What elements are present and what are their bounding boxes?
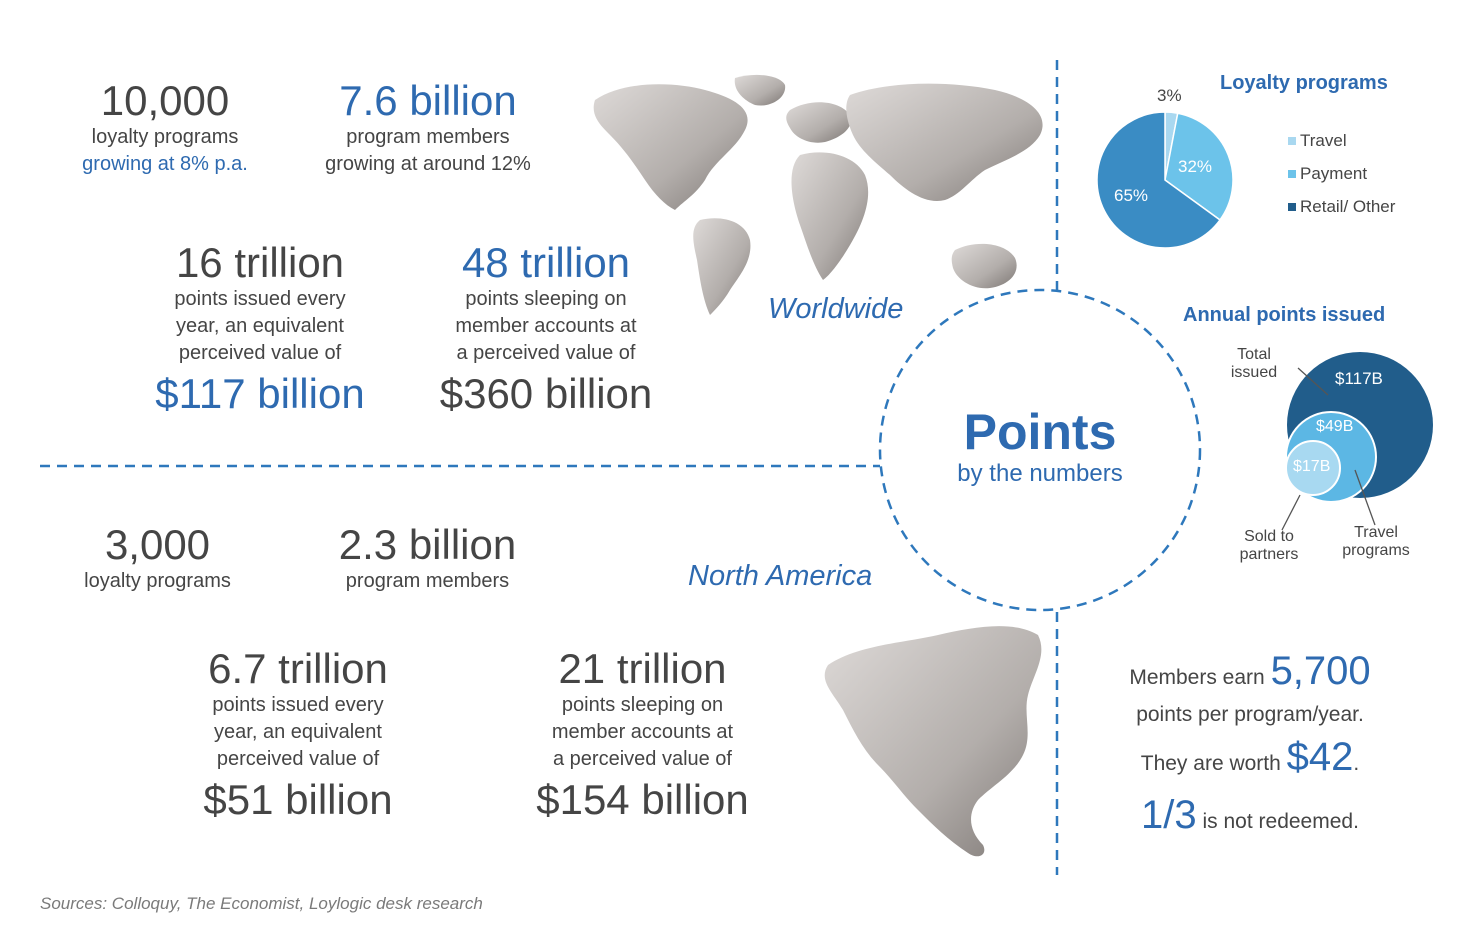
center-title: Points [963,404,1117,460]
callout-line-total [1297,367,1329,396]
earn-suffix: points per program/year. [1136,703,1364,726]
bubble-label-total: $117B [1335,369,1383,388]
pie-slice-retail-other [1096,111,1222,249]
worth-prefix: They are worth [1140,752,1281,775]
loyalty-pie-title: Loyalty programs [1220,72,1388,94]
stat-ww-points-issued: 16 trillion points issued every year, an… [130,240,390,417]
callout-travel: Travel programs [1336,524,1416,560]
pie-legend: Travel Payment Retail/ Other [1288,131,1395,217]
stat-ww-points-sleeping: 48 trillion points sleeping on member ac… [416,240,676,417]
stat-desc: growing at around 12% [325,153,531,175]
stat-value: 16 trillion [175,239,345,286]
callout-line: Sold to [1244,528,1294,545]
legend-swatch [1288,203,1296,211]
stat-desc: perceived value of [216,748,380,770]
stat-desc: member accounts at [551,721,734,743]
stat-na-members: 2.3 billion program members [300,522,555,595]
stat-extra: $154 billion [536,776,749,823]
stat-extra: $117 billion [155,370,365,417]
stat-desc: points sleeping on [465,288,627,310]
stat-desc: growing at 8% p.a. [82,153,248,175]
earn-prefix: Members earn [1129,666,1265,689]
sources-note: Sources: Colloquy, The Economist, Loylog… [40,894,483,913]
center-subtitle: by the numbers [957,460,1123,487]
pie-slice-payment [1164,112,1234,222]
callout-total: Total issued [1222,346,1286,382]
stat-desc: points issued every [212,694,384,716]
legend-item-payment: Payment [1288,164,1395,184]
members-earn-line: Members earn 5,700 [1085,648,1415,701]
stat-value: 3,000 [104,521,211,568]
center-title-block: Points by the numbers [900,405,1180,489]
stat-desc: perceived value of [178,342,342,364]
legend-item-retail: Retail/ Other [1288,197,1395,217]
stat-desc: loyalty programs [91,126,239,148]
legend-label: Retail/ Other [1300,197,1396,216]
stat-value: 10,000 [100,77,230,124]
stat-extra: $51 billion [203,776,393,823]
stat-desc: member accounts at [455,315,637,337]
stat-desc: loyalty programs [84,570,231,592]
stat-desc: a perceived value of [552,748,732,770]
callout-line: Travel [1354,524,1398,541]
callout-line-travel [1354,469,1376,526]
stat-desc: year, an equivalent [214,721,382,743]
region-label-worldwide: Worldwide [768,293,904,325]
center-circle [878,288,1202,612]
callout-line: issued [1230,364,1278,381]
legend-label: Payment [1300,164,1368,183]
unredeemed-suffix: is not redeemed. [1202,810,1359,833]
stat-na-points-sleeping: 21 trillion points sleeping on member ac… [510,646,775,823]
bubble-label-partners: $17B [1293,458,1331,475]
callout-line: partners [1239,546,1299,563]
pie-label-travel: 3% [1157,86,1182,105]
members-worth-line: They are worth $42. [1085,729,1415,792]
annual-points-title: Annual points issued [1183,304,1386,326]
callout-line-sold [1281,494,1301,531]
stat-desc: program members [346,126,510,148]
stat-value: 48 trillion [461,239,631,286]
stat-desc: points issued every [174,288,346,310]
callout-line: programs [1342,542,1410,559]
legend-swatch [1288,170,1296,178]
stat-na-points-issued: 6.7 trillion points issued every year, a… [168,646,428,823]
loyalty-pie-chart [1096,111,1234,249]
stat-na-programs: 3,000 loyalty programs [50,522,265,595]
pie-label-retail: 65% [1114,186,1149,205]
stat-ww-programs: 10,000 loyalty programs growing at 8% p.… [50,78,280,178]
stat-value: 2.3 billion [338,521,517,568]
north-america-map-icon [824,626,1042,857]
stat-value: 21 trillion [558,645,727,692]
region-label-north-america: North America [688,560,873,592]
earn-value: 5,700 [1270,649,1371,693]
worth-value: $42 [1286,735,1354,779]
stat-desc: a perceived value of [456,342,636,364]
stat-desc: program members [345,570,510,592]
legend-label: Travel [1300,131,1347,150]
stat-value: 6.7 trillion [208,645,388,692]
unredeemed-value: 1/3 [1141,793,1197,837]
stat-desc: year, an equivalent [176,315,344,337]
bubble-partners [1285,440,1341,496]
stat-value: 7.6 billion [339,77,517,124]
stat-desc: points sleeping on [561,694,724,716]
bubble-label-travel: $49B [1316,418,1354,435]
stat-extra: $360 billion [439,370,653,417]
legend-item-travel: Travel [1288,131,1395,151]
worth-suffix: . [1353,752,1360,775]
pie-label-payment: 32% [1178,157,1213,176]
stat-ww-members: 7.6 billion program members growing at a… [298,78,558,178]
annual-points-bubbles [1281,352,1433,531]
callout-line: Total [1237,346,1271,363]
members-unredeemed-line: 1/3 is not redeemed. [1085,792,1415,845]
legend-swatch [1288,137,1296,145]
world-map-icon [593,74,1043,315]
callout-sold: Sold to partners [1232,528,1306,564]
members-block: Members earn 5,700 points per program/ye… [1085,648,1415,845]
